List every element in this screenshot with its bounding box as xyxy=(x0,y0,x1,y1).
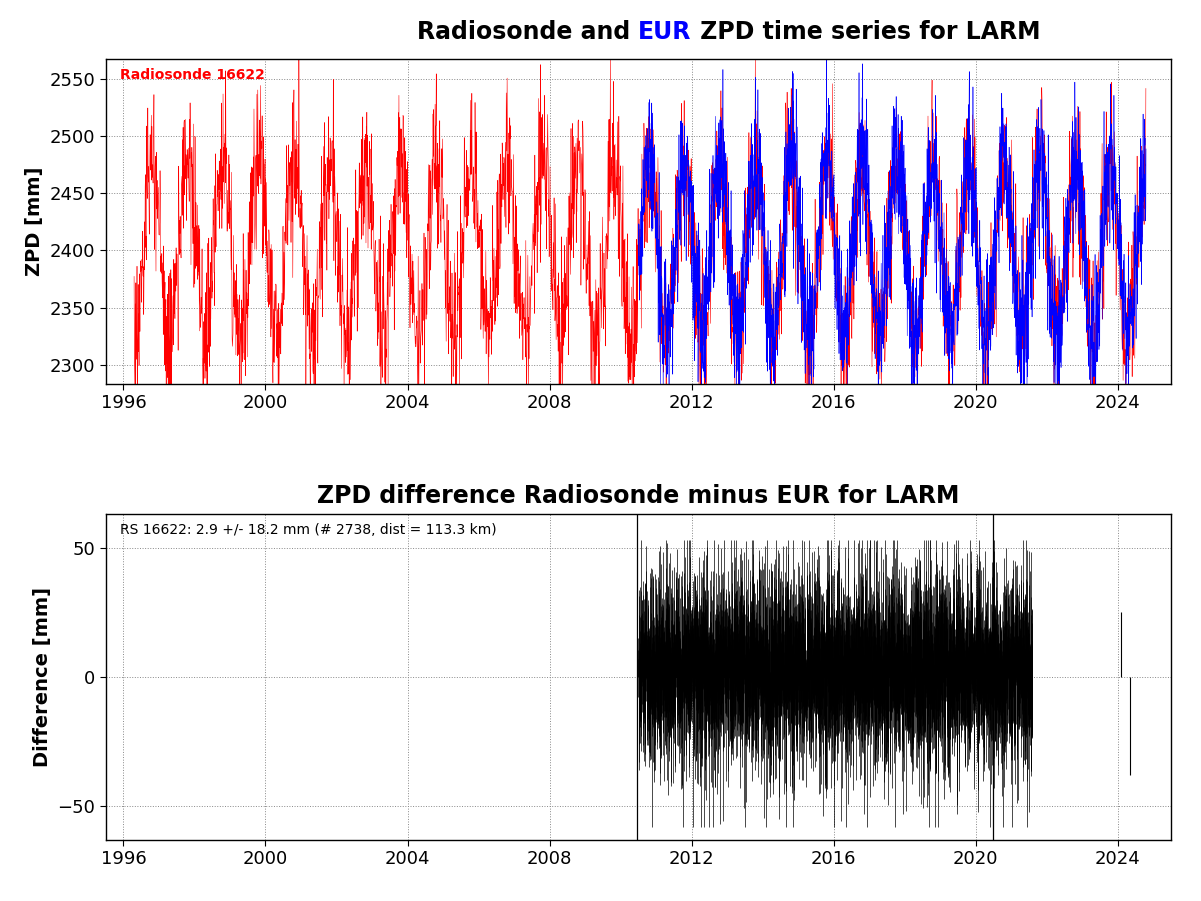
Y-axis label: Difference [mm]: Difference [mm] xyxy=(32,587,52,767)
Text: Radiosonde and: Radiosonde and xyxy=(417,20,639,44)
Text: Radiosonde 16622: Radiosonde 16622 xyxy=(120,68,264,82)
Title: ZPD difference Radiosonde minus EUR for LARM: ZPD difference Radiosonde minus EUR for … xyxy=(317,484,960,508)
Text: ZPD time series for LARM: ZPD time series for LARM xyxy=(692,20,1040,44)
Text: EUR: EUR xyxy=(639,20,692,44)
Text: RS 16622: 2.9 +/- 18.2 mm (# 2738, dist = 113.3 km): RS 16622: 2.9 +/- 18.2 mm (# 2738, dist … xyxy=(120,523,496,537)
Y-axis label: ZPD [mm]: ZPD [mm] xyxy=(25,167,44,276)
